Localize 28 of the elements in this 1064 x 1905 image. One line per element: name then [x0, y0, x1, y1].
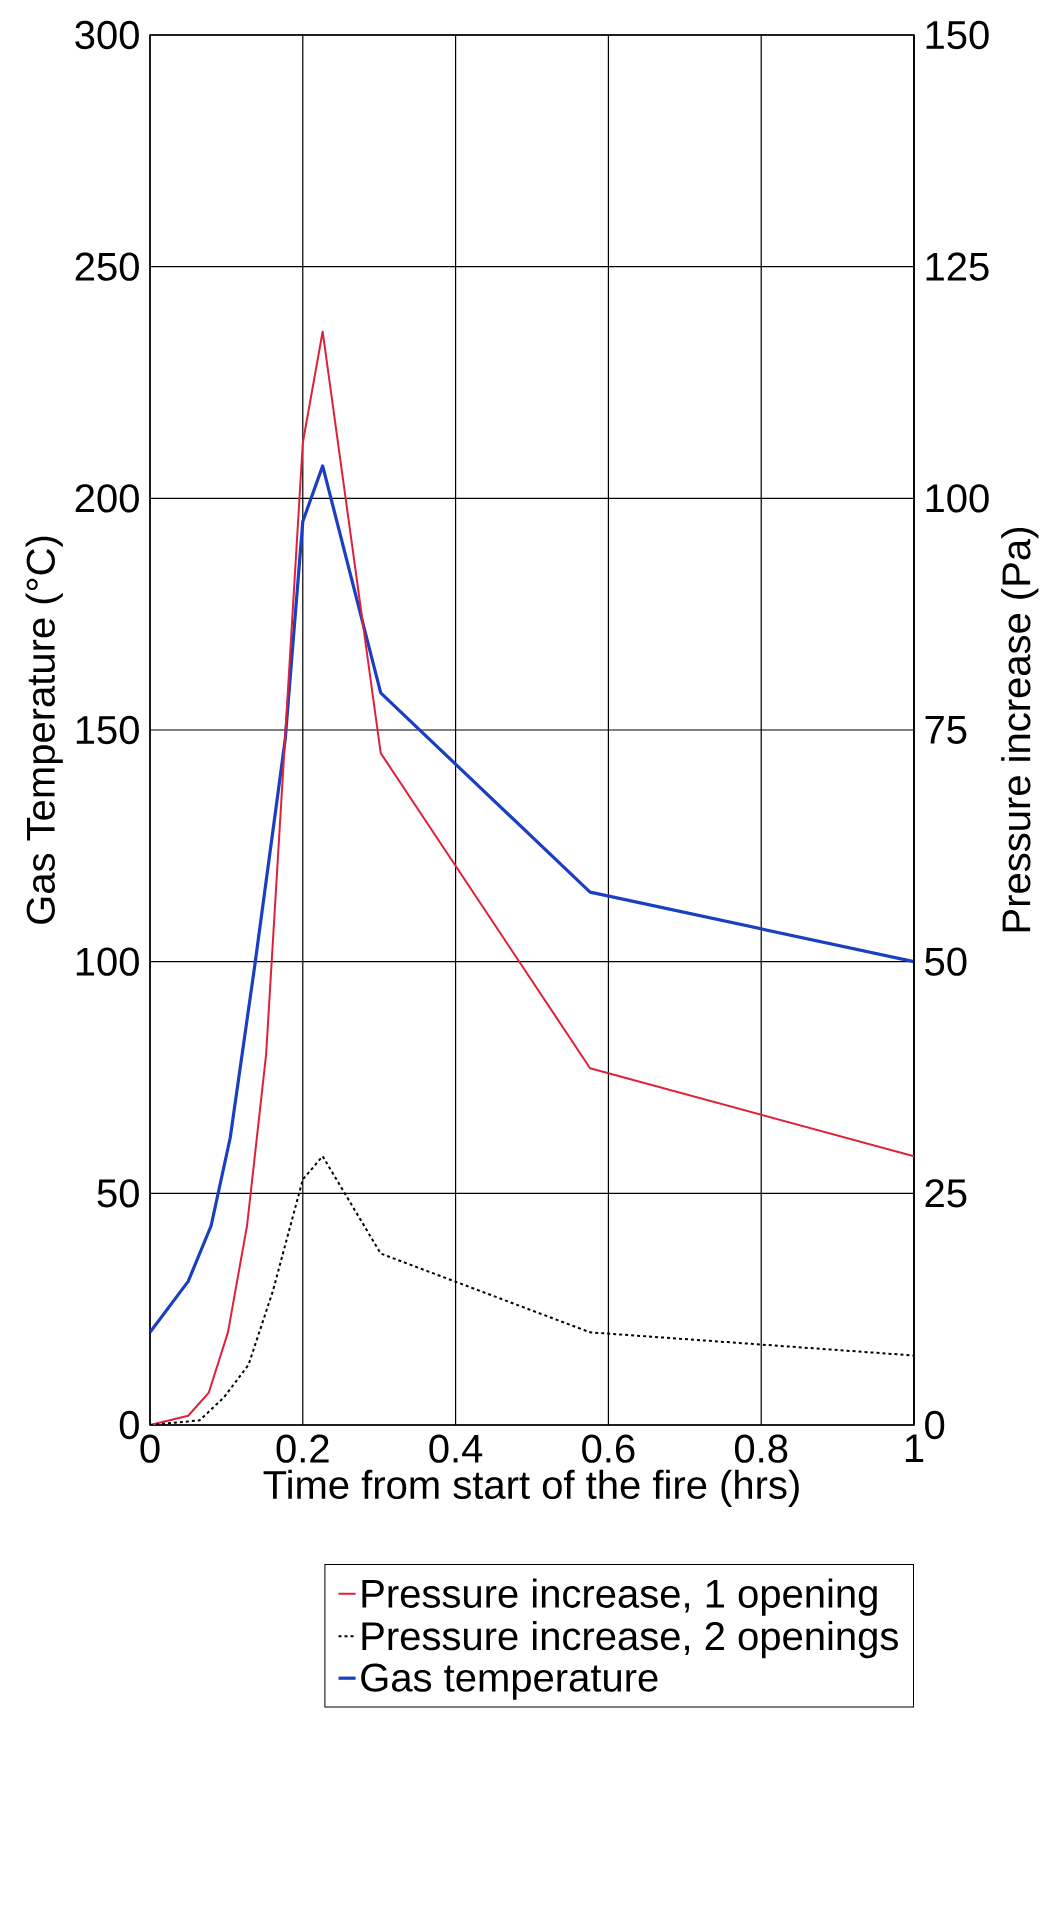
y-tick-label: 150 — [76, 715, 139, 745]
x-tick-label: 1 — [905, 1434, 924, 1463]
y2-tick-label: 150 — [926, 20, 989, 50]
y-tick-label: 200 — [75, 484, 139, 513]
y2-tick-label: 125 — [926, 252, 989, 281]
y2-tick-label: 75 — [925, 716, 967, 744]
y-tick-label: 100 — [76, 947, 139, 976]
y2-tick-label: 0 — [925, 1410, 945, 1440]
x-axis-title: Time from start of the fire (hrs) — [263, 1469, 799, 1507]
y-tick-label: 250 — [75, 252, 139, 281]
line-series — [150, 464, 914, 1334]
legend-label: Pressure increase, 2 openings — [362, 1620, 898, 1659]
y-axis-title: Gas Temperature (°C) — [25, 536, 63, 924]
line-series — [150, 330, 914, 1425]
y2-tick-label: 100 — [926, 484, 989, 513]
x-tick-label: 0.6 — [582, 1434, 635, 1463]
y2-axis-title: Pressure increase (Pa) — [1001, 528, 1039, 932]
x-tick-label: 0.4 — [429, 1434, 483, 1463]
y2-tick-label: 50 — [925, 947, 967, 976]
x-tick-label: 0 — [140, 1434, 160, 1463]
x-tick-label: 0.8 — [734, 1434, 788, 1463]
legend-label: Gas temperature — [361, 1663, 658, 1700]
y2-tick-label: 25 — [925, 1179, 967, 1208]
y-tick-label: 0 — [119, 1410, 139, 1440]
y-tick-label: 300 — [75, 20, 139, 50]
x-tick-label: 0.2 — [276, 1434, 329, 1463]
legend-label: Pressure increase, 1 opening — [362, 1578, 877, 1616]
y-tick-label: 50 — [97, 1179, 139, 1208]
